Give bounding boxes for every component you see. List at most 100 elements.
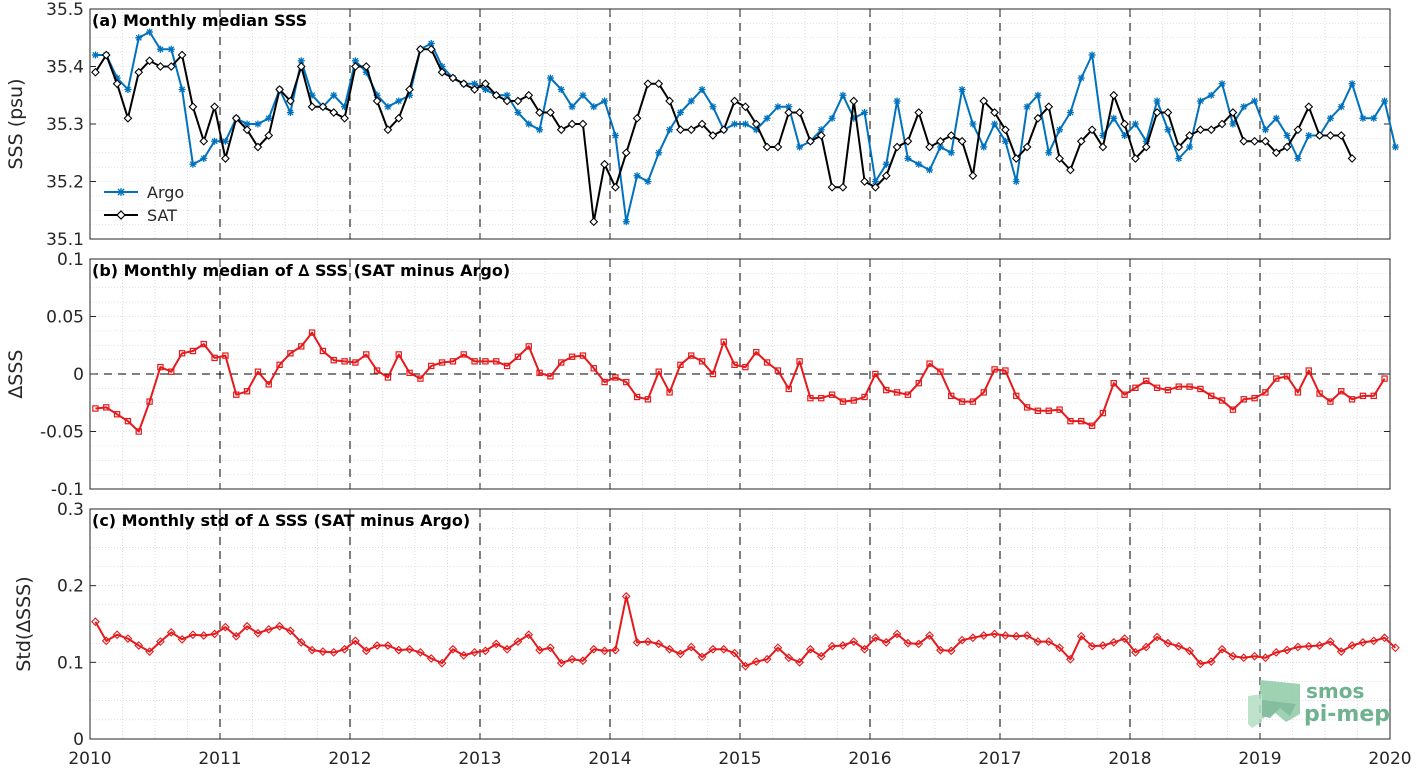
panel-a-argo-point [384,103,392,111]
panel-a-sat-point [892,142,902,152]
panel-c-series-0-point [156,637,165,647]
panel-b-series-0-point [254,368,262,375]
panel-b-series-0-point [958,398,966,405]
panel-c-series-0-point [1174,641,1184,651]
panel-a-sat-point [784,108,794,117]
panel-c-series-0-point [372,641,382,650]
panel-c-series-0-point [481,646,490,656]
panel-a-sat-point [838,182,848,192]
panel-b-series-0-point [731,361,738,369]
panel-b-series-0-point [1121,391,1128,398]
panel-c-series-0-point [795,657,804,667]
panel-c-series-0-point [1347,641,1357,650]
panel-a-argo-point [698,86,706,93]
panel-a-sat-point [1326,131,1335,140]
panel-a-sat-point [762,142,772,152]
logo-line2: pi-mep [1304,702,1390,727]
panel-c-series-0-point [1358,638,1368,647]
panel-a-sat-point [578,119,588,129]
panel-b-series-0-point [287,350,294,357]
panel-a-sat-point [491,90,501,100]
panel-a-sat-point [697,119,707,129]
panel-b-series-0-point [818,394,825,402]
panel-a-sat-point [1001,125,1010,135]
panel-a-sat-point [556,125,566,135]
panel-b-series-0-point [1305,367,1312,374]
panel-a-sat-point [296,62,306,71]
panel-c-series-0-point [1120,634,1129,643]
panel-a-argo-point [666,126,674,134]
panel-c-series-0-point [1022,631,1032,640]
panel-a-argo-point [211,137,219,145]
panel-c-series-0-point [1217,644,1227,654]
panel-a-sat-point [665,96,674,106]
panel-c-series-0-point [990,629,999,639]
panel-a-title: (a) Monthly median SSS [92,11,307,30]
xtick-label: 2012 [328,749,371,768]
panel-a-argo-point [1305,132,1313,139]
ytick-label: 0.2 [57,577,84,597]
panel-b-series-0-point [742,363,749,371]
panel-b-series-0-point [92,405,99,412]
panel-c-series-0-point [134,641,144,650]
panel-b-series-0-point [1067,417,1074,425]
panel-a-sat-point [1076,136,1086,146]
panel-c-series-0-point [1001,631,1010,640]
panel-a-sat-point [1336,131,1346,140]
panel-a-sat-point [221,154,230,163]
panel-c-series-0-point [1152,632,1162,642]
logo-line1: smos [1306,679,1364,703]
panel-c-series-0-point [925,631,934,640]
panel-b-series-0-point [612,374,619,381]
panel-a-sat-point [1033,113,1043,123]
panel-c-series-0-point [1369,636,1379,646]
panel-a-sat-point [827,182,837,192]
panel-a-sat-point [535,108,544,117]
panel-c-series-0-point [567,654,577,664]
panel-c-series [91,592,1400,671]
panel-c-series-0-point [1336,647,1346,656]
ytick-label: 0.3 [57,500,84,520]
panel-a-argo-point [514,109,522,116]
panel-a-sat-point [686,125,696,135]
panel-c-series-0-point [459,651,469,660]
panel-b-series-0-point [157,363,164,371]
panel-a-sat-point [524,90,534,100]
panel-b-series-0-point [655,368,662,375]
panel-a-sat-point [361,62,371,71]
panel-c-series-0-point [166,628,176,637]
panel-a-sat-point [340,113,349,123]
panel-a-sat-point [210,102,219,112]
panel-b-series-0-point [839,398,847,405]
panel-a-argo-point [991,120,999,128]
panel-b-series-0-point [417,375,424,382]
panel-c-series-0-point [502,644,512,654]
panel-b-series [92,329,1388,435]
panel-a-argo-point [146,28,154,36]
panel-b-series-0-point [319,347,327,355]
panel-b-series-0-point [601,378,608,386]
panel-c-series-0-point [1304,641,1314,651]
panel-a-sat-point [1087,125,1097,135]
panel-c-series-0-point [903,638,913,648]
panel-b-series-0-point [1251,394,1258,402]
panel-b-series-0-point [428,362,435,370]
panel-b-series-0-point [460,351,467,358]
panel-b-series-0-point [330,357,337,364]
panel-b-series-0-point [1153,384,1161,392]
panel-a-sat-point [1044,102,1054,112]
panel-a-sat-point [849,96,859,106]
panel-c-series-0-point [264,624,274,634]
panel-a-argo-point [1218,80,1226,88]
panel-a-argo-point [579,91,587,99]
panel-c-series-0-point [1228,651,1238,661]
panel-a-argo-point [796,143,804,151]
panel-c-series-0-point [665,644,674,654]
panel-a-sat-point [145,56,154,66]
panel-c-series-0-point [1109,638,1119,647]
panel-c-series-0-point [242,621,252,631]
panel-a-argo-point [1066,109,1074,116]
panel-b-series-0-point [698,358,706,365]
panel-a-sat-point [1185,131,1194,140]
legend-sat-marker [116,210,126,220]
